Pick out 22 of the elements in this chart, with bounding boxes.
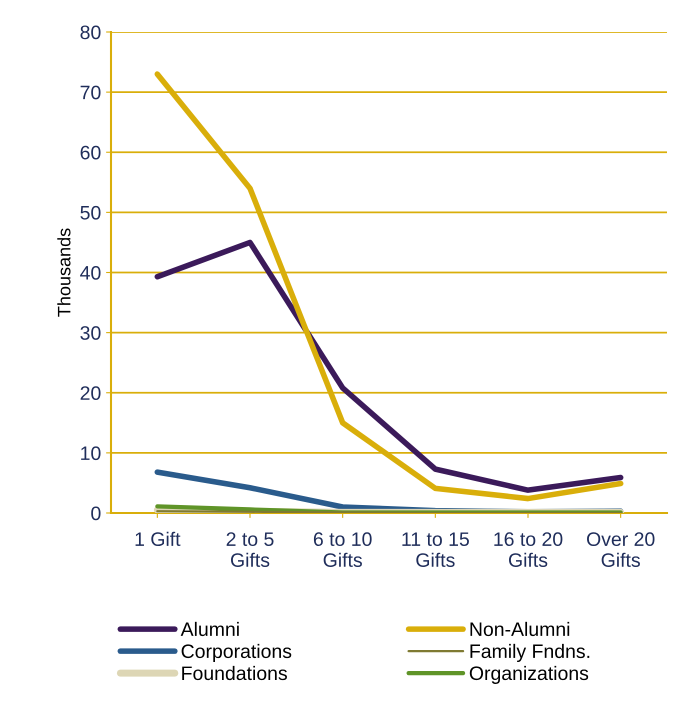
y-tick-label: 40 xyxy=(80,266,101,280)
legend-label: Non-Alumni xyxy=(470,622,570,636)
y-tick-label: 80 xyxy=(80,25,101,40)
legend-label: Alumni xyxy=(180,622,239,636)
legend-label: Corporations xyxy=(182,644,292,662)
legend-label: Family Fndns. xyxy=(470,644,590,662)
y-tick-label: 50 xyxy=(80,206,101,220)
y-tick-label: 10 xyxy=(81,446,101,460)
x-tick-label: 16 to 20 Gifts xyxy=(494,532,562,567)
x-tick-label: 6 to 10 Gifts xyxy=(314,532,372,567)
y-tick-label: 20 xyxy=(80,386,101,400)
y-tick-label: 70 xyxy=(80,86,101,100)
y-axis-title: Thousands xyxy=(57,228,71,317)
x-tick-label: Over 20 Gifts xyxy=(587,532,654,567)
y-tick-label: 60 xyxy=(80,146,101,160)
y-tick-label: 30 xyxy=(80,326,101,340)
y-tick-label: 0 xyxy=(91,506,101,520)
legend-label: Organizations xyxy=(470,666,588,684)
x-tick-label: 11 to 15 Gifts xyxy=(402,532,469,567)
x-tick-label: 1 Gift xyxy=(136,532,180,546)
legend-label: Foundations xyxy=(182,666,287,680)
x-tick-label: 2 to 5 Gifts xyxy=(226,532,274,567)
